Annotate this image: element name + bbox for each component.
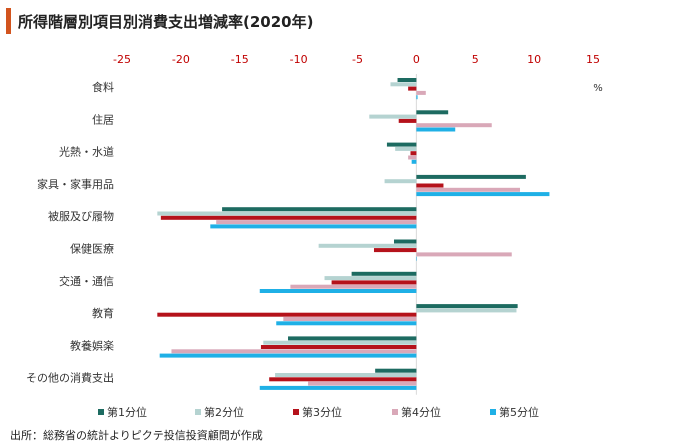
bar-第3分位-食料: [408, 86, 417, 91]
bar-第5分位-家具・家事用品: [416, 192, 550, 197]
legend-label: 第1分位: [107, 405, 147, 419]
bar-第2分位-家具・家事用品: [384, 179, 417, 184]
x-tick-label: 5: [472, 53, 479, 66]
bar-第2分位-住居: [369, 114, 417, 119]
bar-第4分位-被服及び履物: [216, 220, 417, 225]
category-label: 保健医療: [70, 242, 114, 256]
bar-第5分位-住居: [416, 127, 456, 132]
bar-第3分位-交通・通信: [331, 280, 417, 285]
category-label: 住居: [92, 112, 114, 126]
source-note: 出所：総務省の統計よりピクテ投信投資顧問が作成: [10, 429, 263, 442]
bar-第1分位-その他の消費支出: [375, 368, 417, 373]
bar-第1分位-保健医療: [394, 239, 417, 244]
x-tick-label: -25: [113, 53, 131, 66]
legend-swatch: [392, 409, 398, 415]
category-label: 交通・通信: [59, 274, 114, 288]
bar-第1分位-光熱・水道: [386, 142, 417, 147]
bar-第3分位-家具・家事用品: [416, 183, 444, 188]
bar-第4分位-教育: [283, 317, 417, 321]
legend-swatch: [195, 409, 201, 415]
bar-第2分位-被服及び履物: [157, 211, 417, 216]
x-tick-label: -10: [290, 53, 308, 66]
bar-第3分位-その他の消費支出: [269, 377, 417, 382]
bar-第4分位-住居: [416, 123, 492, 128]
category-label: その他の消費支出: [26, 371, 114, 385]
bar-第3分位-被服及び履物: [160, 215, 417, 220]
bar-第2分位-その他の消費支出: [275, 373, 417, 377]
bar-第1分位-教育: [416, 304, 518, 309]
bar-第3分位-教養娯楽: [260, 345, 417, 349]
category-label: 食料: [92, 80, 114, 94]
bar-第4分位-光熱・水道: [408, 155, 417, 160]
bar-第3分位-保健医療: [373, 248, 417, 253]
bar-第5分位-光熱・水道: [411, 159, 417, 164]
bar-第5分位-教養娯楽: [159, 353, 417, 358]
category-label: 教養娯楽: [70, 338, 114, 352]
bar-第5分位-食料: [416, 95, 418, 100]
bar-第4分位-家具・家事用品: [416, 187, 520, 192]
x-tick-label: -20: [172, 53, 190, 66]
legend-swatch: [490, 409, 496, 415]
bar-第4分位-教養娯楽: [171, 349, 417, 354]
legend-label: 第2分位: [204, 405, 244, 419]
bar-第5分位-交通・通信: [259, 289, 417, 293]
bar-第2分位-保健医療: [318, 243, 417, 248]
bar-第2分位-食料: [390, 82, 417, 87]
bar-第1分位-食料: [397, 78, 417, 82]
legend-swatch: [98, 409, 104, 415]
bar-第3分位-光熱・水道: [410, 151, 417, 156]
category-label: 家具・家事用品: [37, 177, 114, 191]
bar-第5分位-保健医療: [416, 256, 417, 261]
bar-第5分位-被服及び履物: [210, 224, 417, 229]
chart-title: 所得階層別項目別消費支出増減率(2020年): [18, 13, 314, 31]
bar-第4分位-その他の消費支出: [308, 381, 417, 386]
unit-label: %: [593, 83, 603, 94]
category-label: 被服及び履物: [48, 209, 114, 223]
bar-第1分位-教養娯楽: [288, 336, 417, 341]
bar-第1分位-住居: [416, 110, 449, 115]
legend-swatch: [293, 409, 299, 415]
bar-第3分位-住居: [398, 118, 417, 123]
legend-label: 第3分位: [302, 405, 342, 419]
bar-第2分位-教育: [416, 308, 517, 313]
bar-第4分位-保健医療: [416, 252, 512, 257]
bar-第4分位-食料: [416, 90, 426, 95]
bar-第5分位-その他の消費支出: [259, 385, 417, 390]
bar-第1分位-交通・通信: [351, 271, 417, 276]
legend-label: 第4分位: [401, 405, 441, 419]
bar-第3分位-教育: [157, 312, 417, 317]
bar-第1分位-被服及び履物: [222, 207, 417, 212]
x-tick-label: 0: [413, 53, 420, 66]
x-tick-label: -5: [352, 53, 363, 66]
legend-label: 第5分位: [499, 405, 539, 419]
bar-第1分位-家具・家事用品: [416, 174, 526, 179]
category-label: 教育: [92, 306, 114, 320]
bar-第2分位-光熱・水道: [395, 146, 417, 151]
x-tick-label: 15: [586, 53, 600, 66]
title-accent-bar: [6, 8, 11, 34]
bar-第5分位-教育: [276, 321, 417, 326]
x-tick-label: 10: [527, 53, 541, 66]
category-label: 光熱・水道: [59, 145, 114, 159]
bar-第2分位-教養娯楽: [263, 340, 417, 345]
bar-第2分位-交通・通信: [324, 276, 417, 281]
x-tick-label: -15: [231, 53, 249, 66]
bar-第4分位-交通・通信: [290, 284, 417, 289]
